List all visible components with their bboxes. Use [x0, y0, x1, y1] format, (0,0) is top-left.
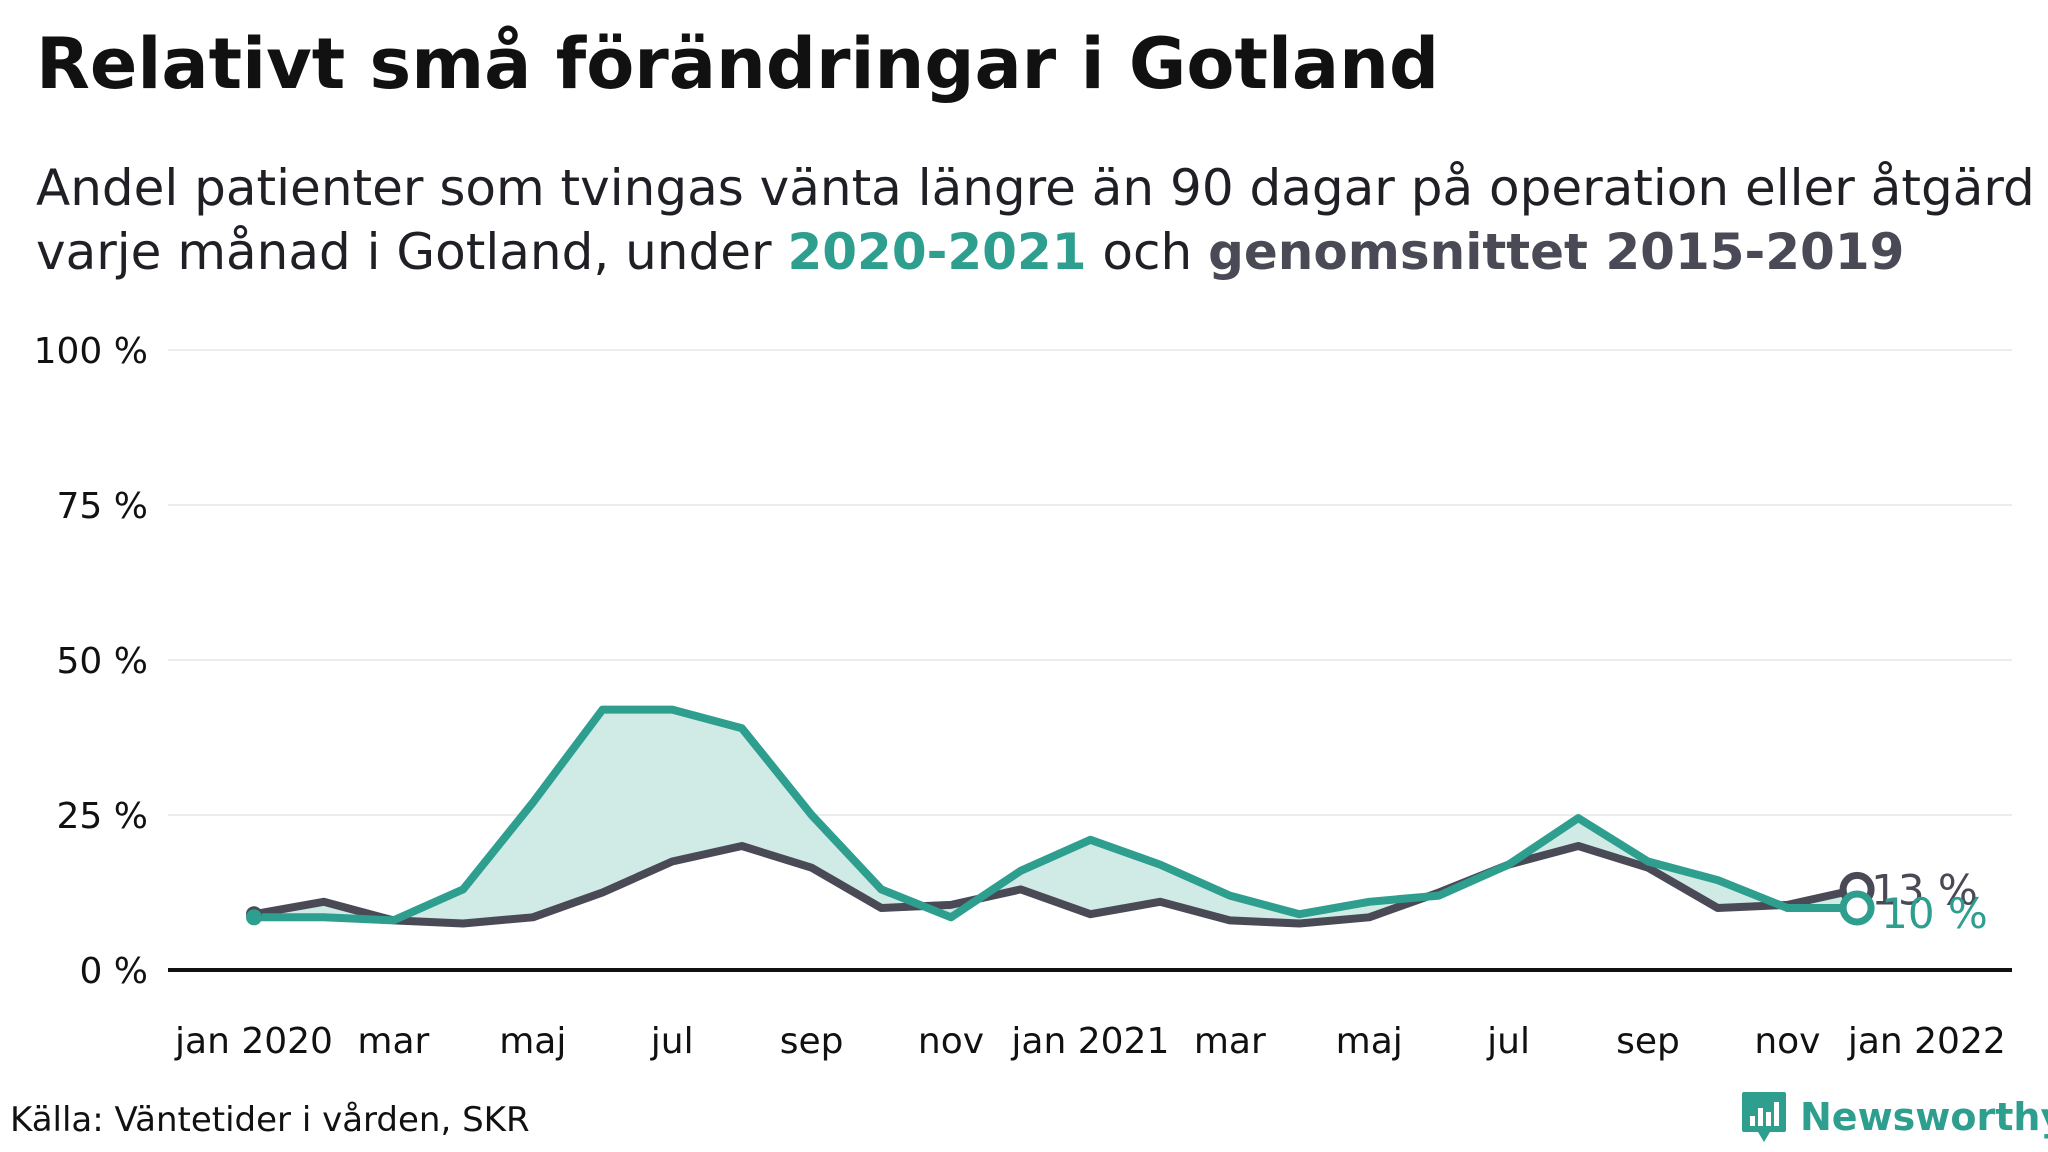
series-line-average: [250, 842, 1862, 928]
line-chart: 0 % 25 % 50 % 75 % 100 % jan 2020 mar maj jul se…: [34, 331, 2012, 1062]
x-tick-label: jan 2021: [1010, 1021, 1169, 1062]
chart-title: Relativt små förändringar i Gotland: [36, 23, 1440, 105]
source-note: Källa: Väntetider i vården, SKR: [10, 1100, 530, 1140]
subtitle-highlight-average: genomsnittet 2015-2019: [1208, 223, 1905, 281]
current-end-point: [1839, 890, 1875, 926]
current-start-point: [246, 909, 262, 926]
grid-lines: [168, 349, 2012, 816]
subtitle-highlight-current: 2020-2021: [787, 223, 1087, 281]
subtitle-line-2: varje månad i Gotland, under 2020-2021 o…: [36, 220, 2036, 284]
x-tick-label: jul: [650, 1021, 694, 1062]
brand-logo: Newsworthy: [1740, 1090, 2048, 1144]
x-tick-label: jan 2020: [174, 1021, 333, 1062]
x-axis-ticks: jan 2020 mar maj jul sep nov jan 2021 mar maj jul…: [174, 1021, 2006, 1062]
subtitle-text-b: och: [1086, 223, 1209, 281]
x-tick-label: nov: [1754, 1021, 1820, 1062]
x-tick-label: sep: [780, 1021, 844, 1062]
x-tick-label: nov: [918, 1021, 984, 1062]
series-line-current: [250, 705, 1862, 925]
x-tick-label: maj: [499, 1021, 566, 1062]
brand-name: Newsworthy: [1800, 1095, 2048, 1139]
x-tick-label: jul: [1486, 1021, 1530, 1062]
y-tick-label: 0 %: [79, 951, 148, 992]
x-tick-label: mar: [1194, 1021, 1266, 1062]
y-tick-label: 100 %: [34, 331, 148, 372]
y-tick-label: 50 %: [57, 641, 148, 682]
series-markers: 13 %10 %: [246, 865, 1988, 938]
y-axis-ticks: 0 % 25 % 50 % 75 % 100 %: [34, 331, 148, 992]
subtitle-text-a: varje månad i Gotland, under: [36, 223, 788, 281]
chart-subtitle: Andel patienter som tvingas vänta längre…: [36, 156, 2036, 284]
x-tick-label: jan 2022: [1847, 1021, 2006, 1062]
difference-area: [254, 709, 1858, 924]
x-tick-label: mar: [357, 1021, 429, 1062]
subtitle-line-1: Andel patienter som tvingas vänta längre…: [36, 159, 2035, 217]
newsworthy-icon: [1742, 1092, 1786, 1142]
y-tick-label: 75 %: [57, 486, 148, 527]
x-tick-label: sep: [1616, 1021, 1680, 1062]
average-end-label: 13 %: [1871, 865, 1978, 914]
current-end-label: 10 %: [1881, 889, 1988, 938]
y-tick-label: 25 %: [57, 796, 148, 837]
x-tick-label: maj: [1336, 1021, 1403, 1062]
